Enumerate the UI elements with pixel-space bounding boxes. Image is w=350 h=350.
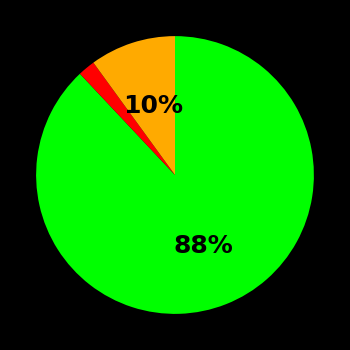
Wedge shape <box>93 36 175 175</box>
Wedge shape <box>80 63 175 175</box>
Text: 10%: 10% <box>123 94 183 118</box>
Wedge shape <box>36 36 314 314</box>
Text: 88%: 88% <box>173 234 233 258</box>
